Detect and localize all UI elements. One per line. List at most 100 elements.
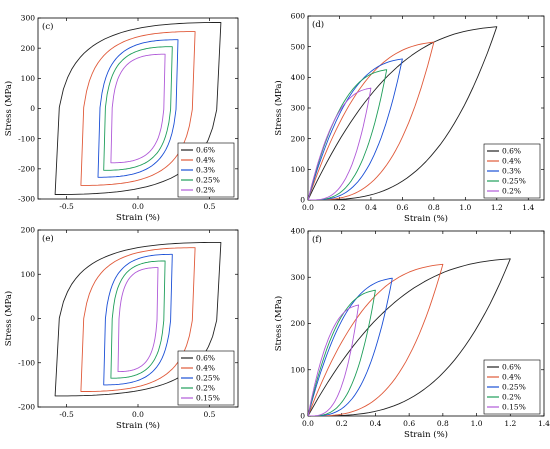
curves [308,26,498,200]
y-axis-title: Stress (MPa) [273,80,284,136]
x-tick-label: 0.2 [333,203,345,212]
legend-entry: 0.15% [196,394,220,403]
legend-entry: 0.25% [502,383,526,392]
x-axis-title: Strain (%) [116,212,160,223]
series-line [103,253,173,386]
y-tick-label: 0 [300,196,305,205]
legend-entry: 0.4% [196,156,215,165]
x-tick-label: 0.4 [365,203,377,212]
series-line [308,41,435,200]
legend-entry: 0.2% [502,187,521,196]
series-line [110,53,166,164]
x-tick-label: 0.0 [132,410,144,419]
y-tick-label: 300 [21,14,36,23]
curves [54,241,222,397]
x-axis-title: Strain (%) [404,429,448,440]
y-tick-label: -100 [18,134,35,143]
panel-c: -0.5 0.0 0.5 -300 -200 -100 0 100 200 300 Strain (… [3,14,239,223]
y-tick-label: 300 [291,104,306,113]
y-axis-title: Stress (MPa) [3,81,14,137]
series-line [308,87,372,200]
y-tick-label: 400 [291,73,306,82]
x-tick-label: 1.0 [471,419,483,428]
x-tick-label: 1.4 [522,203,534,212]
series-line [308,58,403,200]
legend-entry: 0.6% [502,147,521,156]
y-tick-label: -200 [18,165,35,174]
series-line [80,247,196,392]
x-tick-label: 0.0 [302,203,314,212]
series-line [54,241,222,397]
series-line [117,267,159,373]
panel-label: (c) [42,21,53,32]
x-tick-label: 1.0 [459,203,471,212]
series-line [308,258,511,416]
y-tick-label: 100 [291,165,306,174]
legend-entry: 0.25% [196,176,220,185]
x-tick-label: 1.2 [504,419,516,428]
legend-entry: 0.25% [502,177,526,186]
legend-entry: 0.2% [196,186,215,195]
series-line [80,31,196,186]
y-tick-label: 500 [291,42,306,51]
x-tick-label: 0.2 [336,419,348,428]
series-line [54,22,222,195]
legend-entry: 0.15% [502,403,526,412]
legend-entry: 0.2% [502,393,521,402]
series-line [103,46,173,171]
panel-label: (d) [312,19,324,30]
y-tick-label: -300 [18,195,35,204]
y-tick-label: 100 [21,270,36,279]
legend-entry: 0.6% [502,363,521,372]
y-axis-title: Stress (MPa) [3,291,14,347]
series-line [308,289,376,416]
series-line [308,304,360,416]
panel-f: 0.0 0.2 0.4 0.6 0.8 1.0 1.2 1.4 0 100 200 300 400 Str… [273,227,550,440]
curves [308,258,511,416]
x-tick-label: 0.6 [396,203,408,212]
series-line [110,260,166,379]
y-tick-label: -200 [18,403,35,412]
y-tick-label: -100 [18,358,35,367]
x-tick-label: 0.6 [403,419,415,428]
y-tick-label: 200 [21,44,36,53]
legend-entry: 0.2% [196,384,215,393]
legend-entry: 0.3% [196,166,215,175]
series-line [308,69,388,200]
legend-entry: 0.6% [196,146,215,155]
y-tick-label: 400 [291,227,306,236]
x-tick-label: 0.5 [203,410,215,419]
y-tick-label: 0 [30,104,35,113]
series-line [308,26,498,200]
y-tick-label: 200 [21,226,36,235]
x-tick-label: 1.2 [491,203,503,212]
x-tick-label: 0.0 [132,202,144,211]
y-tick-label: 200 [291,319,306,328]
panel-label: (e) [42,233,54,244]
series-line [97,39,179,178]
legend-entry: 0.4% [502,157,521,166]
y-tick-label: 600 [291,12,306,21]
x-tick-label: 1.4 [538,419,550,428]
x-axis-title: Strain (%) [116,420,160,431]
x-tick-label: 0.8 [428,203,440,212]
panel-d: 0.0 0.2 0.4 0.6 0.8 1.0 1.2 1.4 0 100 200 300 400 500… [273,12,545,224]
legend-entry: 0.3% [502,167,521,176]
curves [54,22,222,195]
y-tick-label: 200 [291,134,306,143]
x-tick-label: 0.0 [302,419,314,428]
y-tick-label: 100 [21,74,36,83]
y-tick-label: 0 [30,314,35,323]
y-tick-label: 300 [291,273,306,282]
x-tick-label: 0.5 [203,202,215,211]
x-axis-title: Strain (%) [404,213,448,224]
series-line [308,277,393,416]
x-tick-label: 0.4 [369,419,381,428]
panel-e: -0.5 0.0 0.5 -200 -100 0 100 200 Strain (%) Stres… [3,226,239,431]
y-axis-title: Stress (MPa) [273,296,284,352]
legend-entry: 0.25% [196,374,220,383]
x-tick-label: 0.8 [437,419,449,428]
x-tick-label: -0.5 [59,202,74,211]
legend-entry: 0.4% [502,373,521,382]
